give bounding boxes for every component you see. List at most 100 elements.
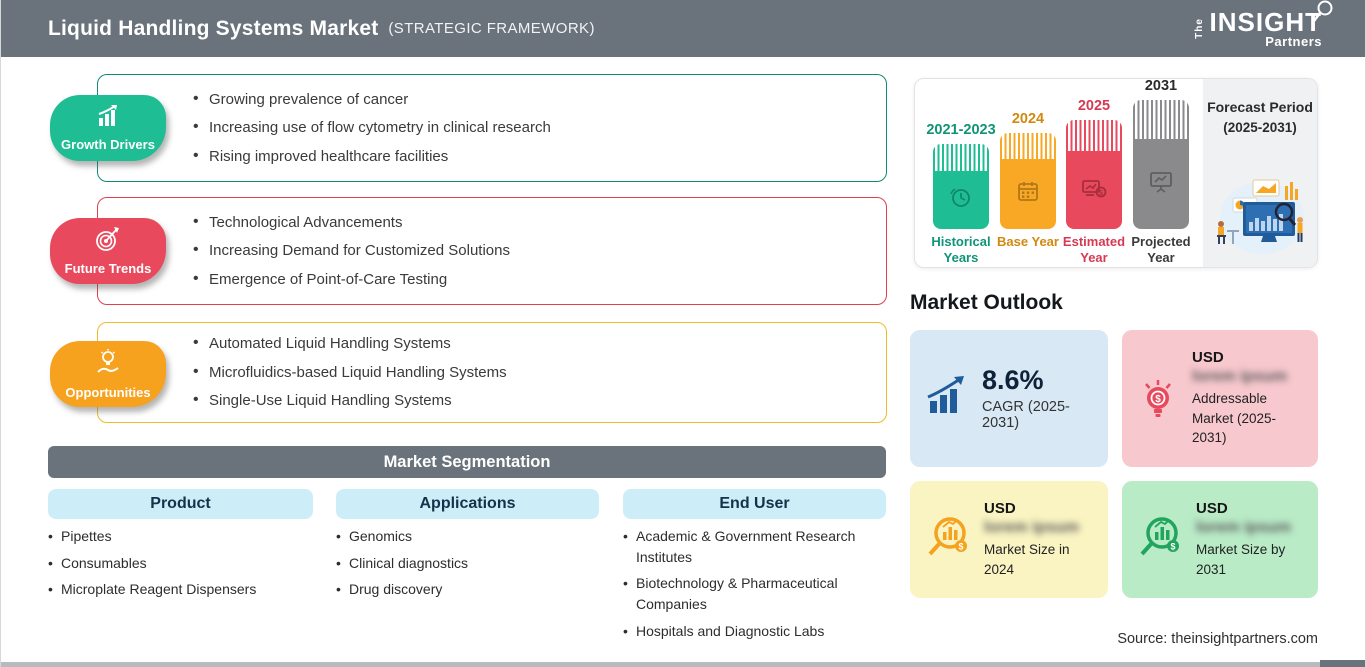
bottom-divider-accent bbox=[1320, 660, 1366, 667]
segment-header-label: Applications bbox=[419, 495, 516, 512]
growth-bars-arrow-icon bbox=[91, 104, 125, 135]
bulb-dollar-icon: $ bbox=[1136, 370, 1180, 427]
product-list: Pipettes Consumables Microplate Reagent … bbox=[48, 526, 318, 606]
badge-label: Future Trends bbox=[64, 261, 152, 276]
bar-body bbox=[1000, 159, 1056, 229]
list-item: Emergence of Point-of-Care Testing bbox=[193, 269, 510, 290]
bar-stripes bbox=[1066, 120, 1122, 151]
segment-header-applications: Applications bbox=[336, 489, 599, 519]
currency-label: USD bbox=[984, 499, 1016, 517]
year-label: 2025 bbox=[1077, 98, 1111, 114]
source-attribution: Source: theinsightpartners.com bbox=[1117, 631, 1318, 647]
year-label: 2024 bbox=[1011, 111, 1045, 127]
growth-drivers-box: Growing prevalence of cancer Increasing … bbox=[97, 74, 887, 182]
svg-text:$: $ bbox=[1170, 542, 1175, 552]
list-item: Microfluidics-based Liquid Handling Syst… bbox=[193, 362, 507, 383]
list-item: Biotechnology & Pharmaceutical Companies bbox=[623, 573, 875, 614]
future-trends-box: Technological Advancements Increasing De… bbox=[97, 197, 887, 305]
market-outlook-title: Market Outlook bbox=[910, 291, 1063, 314]
opportunities-badge: Opportunities bbox=[50, 341, 166, 407]
bar-body bbox=[1133, 139, 1189, 229]
market-size-2024-card: $ USD lorem ipsum Market Size in 2024 bbox=[910, 481, 1108, 598]
historical-years-bar bbox=[933, 144, 989, 229]
projected-year-bar bbox=[1133, 100, 1189, 229]
list-item: Clinical diagnostics bbox=[336, 553, 604, 574]
clock-icon bbox=[948, 185, 974, 216]
magnifier-icon bbox=[1312, 0, 1334, 29]
logo-partners: Partners bbox=[1265, 33, 1322, 49]
calendar-icon bbox=[1015, 179, 1041, 210]
growth-drivers-list: Growing prevalence of cancer Increasing … bbox=[193, 89, 551, 167]
opportunities-list: Automated Liquid Handling Systems Microf… bbox=[193, 333, 507, 411]
list-item: Hospitals and Diagnostic Labs bbox=[623, 621, 875, 642]
svg-text:$: $ bbox=[1155, 394, 1161, 405]
forecast-illustration bbox=[1207, 172, 1313, 263]
list-item: Single-Use Liquid Handling Systems bbox=[193, 390, 507, 411]
list-item: Technological Advancements bbox=[193, 212, 510, 233]
svg-text:$: $ bbox=[1099, 190, 1103, 197]
card-label: Addressable Market (2025-2031) bbox=[1192, 391, 1277, 446]
magnifier-chart-icon: $ bbox=[1136, 512, 1184, 567]
blurred-value: lorem ipsum bbox=[1196, 518, 1292, 536]
blurred-value: lorem ipsum bbox=[984, 518, 1080, 536]
card-label: Market Size by 2031 bbox=[1196, 541, 1286, 577]
bar-stripes bbox=[1000, 133, 1056, 159]
estimated-year-bar: $ bbox=[1066, 120, 1122, 229]
segment-header-product: Product bbox=[48, 489, 313, 519]
market-size-2031-card: $ USD lorem ipsum Market Size by 2031 bbox=[1122, 481, 1318, 598]
forecast-period-panel: Forecast Period (2025-2031) bbox=[1203, 79, 1317, 267]
market-segmentation-bar: Market Segmentation bbox=[48, 446, 886, 478]
future-trends-list: Technological Advancements Increasing De… bbox=[193, 212, 510, 290]
list-item: Rising improved healthcare facilities bbox=[193, 146, 551, 167]
currency-label: USD bbox=[1196, 499, 1228, 517]
badge-label: Opportunities bbox=[65, 385, 151, 400]
bulb-hand-icon bbox=[93, 348, 123, 383]
bar-stripes bbox=[933, 144, 989, 171]
research-timeline-card: 2021-2023 Historical Years 2024 Base Yea… bbox=[914, 78, 1318, 268]
applications-list: Genomics Clinical diagnostics Drug disco… bbox=[336, 526, 604, 606]
bar-stripes bbox=[1133, 100, 1189, 139]
base-year-bar bbox=[1000, 133, 1056, 229]
segment-header-label: Product bbox=[150, 495, 211, 512]
list-item: Increasing Demand for Customized Solutio… bbox=[193, 240, 510, 261]
blurred-value: lorem ipsum bbox=[1192, 368, 1288, 386]
header-bar: Liquid Handling Systems Market (STRATEGI… bbox=[0, 0, 1366, 57]
bar-caption: Base Year bbox=[997, 234, 1059, 249]
bottom-divider bbox=[0, 662, 1366, 667]
list-item: Academic & Government Research Institute… bbox=[623, 526, 875, 567]
list-item: Growing prevalence of cancer bbox=[193, 89, 551, 110]
list-item: Increasing use of flow cytometry in clin… bbox=[193, 117, 551, 138]
list-item: Microplate Reagent Dispensers bbox=[48, 579, 318, 600]
cagr-value: 8.6% bbox=[982, 365, 1044, 396]
list-item: Drug discovery bbox=[336, 579, 604, 600]
year-label: 2031 bbox=[1144, 78, 1178, 94]
target-dart-icon bbox=[93, 226, 123, 259]
list-item: Pipettes bbox=[48, 526, 318, 547]
end-user-list: Academic & Government Research Institute… bbox=[623, 526, 875, 648]
bar-body bbox=[933, 171, 989, 229]
logo-insight: INSIGHT bbox=[1209, 6, 1322, 37]
card-label: Market Size in 2024 bbox=[984, 541, 1070, 577]
logo-the: The bbox=[1193, 17, 1205, 39]
money-analytics-icon: $ bbox=[1080, 175, 1108, 206]
list-item: Consumables bbox=[48, 553, 318, 574]
presentation-icon bbox=[1147, 169, 1175, 200]
page-subtitle: (STRATEGIC FRAMEWORK) bbox=[388, 20, 595, 37]
insight-partners-logo: The INSIGHT Partners bbox=[1189, 0, 1336, 49]
future-trends-badge: Future Trends bbox=[50, 218, 166, 284]
magnifier-chart-icon: $ bbox=[924, 512, 972, 567]
page-title: Liquid Handling Systems Market bbox=[48, 16, 379, 40]
bar-body: $ bbox=[1066, 151, 1122, 229]
growth-drivers-badge: Growth Drivers bbox=[50, 95, 166, 161]
forecast-period-label: Forecast Period bbox=[1207, 99, 1313, 115]
svg-text:$: $ bbox=[958, 542, 963, 552]
bar-caption: Estimated Year bbox=[1062, 234, 1126, 265]
currency-label: USD bbox=[1192, 349, 1224, 367]
opportunities-box: Automated Liquid Handling Systems Microf… bbox=[97, 322, 887, 423]
addressable-market-card: $ USD lorem ipsum Addressable Market (20… bbox=[1122, 330, 1318, 467]
forecast-period-range: (2025-2031) bbox=[1223, 119, 1297, 135]
badge-label: Growth Drivers bbox=[61, 137, 155, 152]
year-label: 2021-2023 bbox=[926, 122, 996, 138]
list-item: Genomics bbox=[336, 526, 604, 547]
bar-caption: Projected Year bbox=[1131, 234, 1191, 265]
